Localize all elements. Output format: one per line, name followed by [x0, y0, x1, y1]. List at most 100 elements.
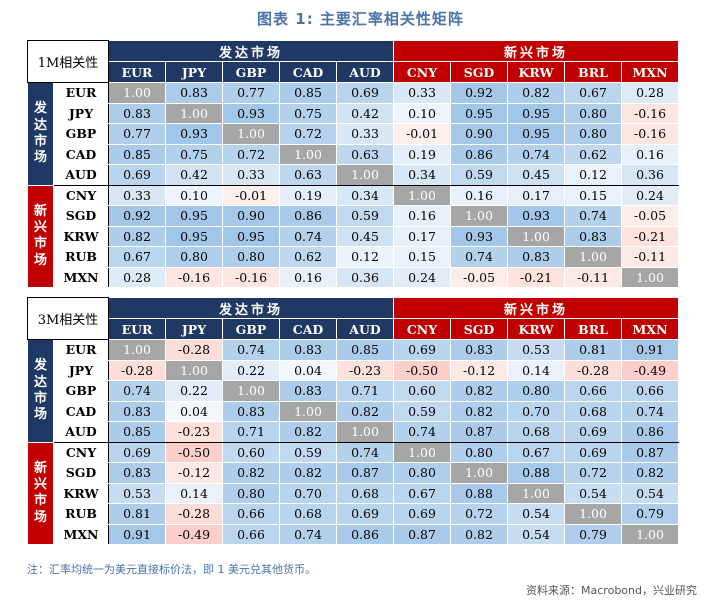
- column-header: CNY: [393, 61, 452, 83]
- correlation-cell: 1.00: [564, 503, 623, 525]
- correlation-cell: 1.00: [621, 523, 680, 545]
- correlation-cell: 1.00: [222, 380, 280, 402]
- correlation-cell: 0.91: [108, 523, 166, 545]
- correlation-cell: 0.69: [393, 503, 452, 525]
- correlation-cell: 0.12: [564, 164, 623, 186]
- table-row: SGD 0.92 0.95 0.90 0.86 0.59 0.16 1.00 0.93 0.74-…: [28, 205, 680, 227]
- correlation-cell: 0.62: [564, 143, 623, 165]
- column-header: AUD: [335, 61, 395, 83]
- correlation-cell: 0.69: [335, 82, 395, 104]
- correlation-cell: -0.12: [165, 462, 223, 484]
- correlation-cell: 0.69: [108, 164, 166, 186]
- row-label: RUB: [53, 503, 109, 525]
- correlation-cell: 1.00: [621, 266, 680, 288]
- table-row: CAD 0.85 0.75 0.72 1.00 0.63 0.19 0.86 0.74 0.62 0…: [28, 143, 680, 165]
- correlation-cell: 0.16: [393, 205, 452, 227]
- correlation-cell: 0.88: [507, 462, 566, 484]
- correlation-cell: 0.93: [165, 123, 223, 145]
- correlation-cell: 0.59: [393, 400, 452, 422]
- correlation-cell: -0.49: [621, 359, 680, 381]
- table-row: AUD 0.69 0.42 0.33 0.63 1.00 0.34 0.59 0.45 0.12 0…: [28, 164, 680, 186]
- correlation-cell: 0.67: [507, 441, 566, 463]
- correlation-cell: 0.16: [279, 266, 337, 288]
- correlation-cell: -0.01: [393, 123, 452, 145]
- table-row: AUD 0.85 -0.23 0.71 0.82 1.00 0.74 0.87 0.68 0.69…: [28, 421, 680, 443]
- column-header: CNY: [393, 318, 452, 340]
- correlation-cell: 0.33: [393, 82, 452, 104]
- correlation-cell: 0.92: [108, 205, 166, 227]
- correlation-cell: -0.11: [564, 266, 623, 288]
- correlation-cell: 0.59: [450, 164, 509, 186]
- row-label: CAD: [53, 400, 109, 422]
- correlation-cell: 0.83: [108, 400, 166, 422]
- correlation-cell: 0.82: [335, 400, 395, 422]
- column-header: CAD: [279, 318, 337, 340]
- correlation-cell: 1.00: [279, 400, 337, 422]
- correlation-cell: 0.82: [621, 462, 680, 484]
- correlation-cell: -0.16: [222, 266, 280, 288]
- correlation-cell: 0.80: [165, 246, 223, 268]
- column-header: JPY: [165, 61, 223, 83]
- correlation-cell: 0.81: [108, 503, 166, 525]
- correlation-cell: 0.95: [507, 123, 566, 145]
- table-row: KRW 0.82 0.95 0.95 0.74 0.45 0.17 0.93 1.00 0.83-…: [28, 225, 680, 247]
- correlation-cell: 0.86: [621, 421, 680, 443]
- matrix-corner-label: 1M相关性: [27, 40, 109, 83]
- correlation-cell: 0.04: [279, 359, 337, 381]
- correlation-cell: 1.00: [165, 102, 223, 124]
- correlation-cell: 0.82: [507, 82, 566, 104]
- correlation-cell: 0.19: [393, 143, 452, 165]
- correlation-cell: 0.93: [507, 205, 566, 227]
- correlation-cell: 0.83: [108, 462, 166, 484]
- correlation-cell: -0.16: [621, 102, 680, 124]
- correlation-cell: 0.62: [279, 246, 337, 268]
- correlation-cell: 0.69: [393, 339, 452, 361]
- table-row: GBP 0.74 0.22 1.00 0.83 0.71 0.60 0.82 0.80 0.66 0…: [28, 380, 680, 402]
- correlation-cell: 0.83: [564, 225, 623, 247]
- correlation-cell: 1.00: [108, 339, 166, 361]
- correlation-cell: 0.77: [108, 123, 166, 145]
- correlation-cell: 0.53: [507, 339, 566, 361]
- correlation-cell: 0.83: [450, 339, 509, 361]
- correlation-cell: 0.85: [335, 339, 395, 361]
- footnote: 注：汇率均统一为美元直接标价法，即 1 美元兑其他货币。: [27, 563, 316, 576]
- emerging-group-label: 新兴市场: [27, 441, 54, 545]
- table-row: RUB 0.81 -0.28 0.66 0.68 0.69 0.69 0.72 0.54 1.00…: [28, 503, 680, 525]
- correlation-cell: -0.12: [450, 359, 509, 381]
- correlation-cell: 0.81: [564, 339, 623, 361]
- correlation-cell: 0.82: [279, 421, 337, 443]
- correlation-cell: 0.22: [165, 380, 223, 402]
- correlation-cell: 0.34: [335, 184, 395, 206]
- correlation-cell: 0.80: [564, 123, 623, 145]
- column-header: BRL: [564, 61, 623, 83]
- correlation-cell: -0.50: [165, 441, 223, 463]
- correlation-cell: -0.28: [165, 503, 223, 525]
- correlation-cell: 0.68: [335, 482, 395, 504]
- correlation-cell: 0.28: [621, 82, 680, 104]
- correlation-cell: 0.86: [279, 205, 337, 227]
- correlation-cell: 0.45: [335, 225, 395, 247]
- correlation-cell: 0.53: [108, 482, 166, 504]
- correlation-cell: 0.80: [564, 102, 623, 124]
- correlation-cell: 0.59: [279, 441, 337, 463]
- row-label: SGD: [53, 462, 109, 484]
- column-header: GBP: [222, 318, 280, 340]
- correlation-cell: 0.16: [621, 143, 680, 165]
- row-label: EUR: [53, 82, 109, 104]
- correlation-cell: 0.83: [279, 380, 337, 402]
- column-header: MXN: [621, 61, 680, 83]
- row-label: MXN: [53, 523, 109, 545]
- row-label: KRW: [53, 482, 109, 504]
- correlation-cell: 0.86: [335, 523, 395, 545]
- correlation-cell: 0.63: [335, 143, 395, 165]
- row-label: CAD: [53, 143, 109, 165]
- correlation-cell: 0.60: [393, 380, 452, 402]
- correlation-cell: 0.54: [564, 482, 623, 504]
- correlation-cell: 0.80: [222, 246, 280, 268]
- table-row: 新兴市场 CNY 0.69 -0.50 0.60 0.59 0.74 1.00 0.80 0.67…: [27, 441, 680, 545]
- correlation-cell: 0.33: [222, 164, 280, 186]
- correlation-cell: 0.66: [621, 380, 680, 402]
- correlation-cell: 0.28: [108, 266, 166, 288]
- correlation-cell: 0.74: [279, 523, 337, 545]
- correlation-cell: 0.79: [621, 503, 680, 525]
